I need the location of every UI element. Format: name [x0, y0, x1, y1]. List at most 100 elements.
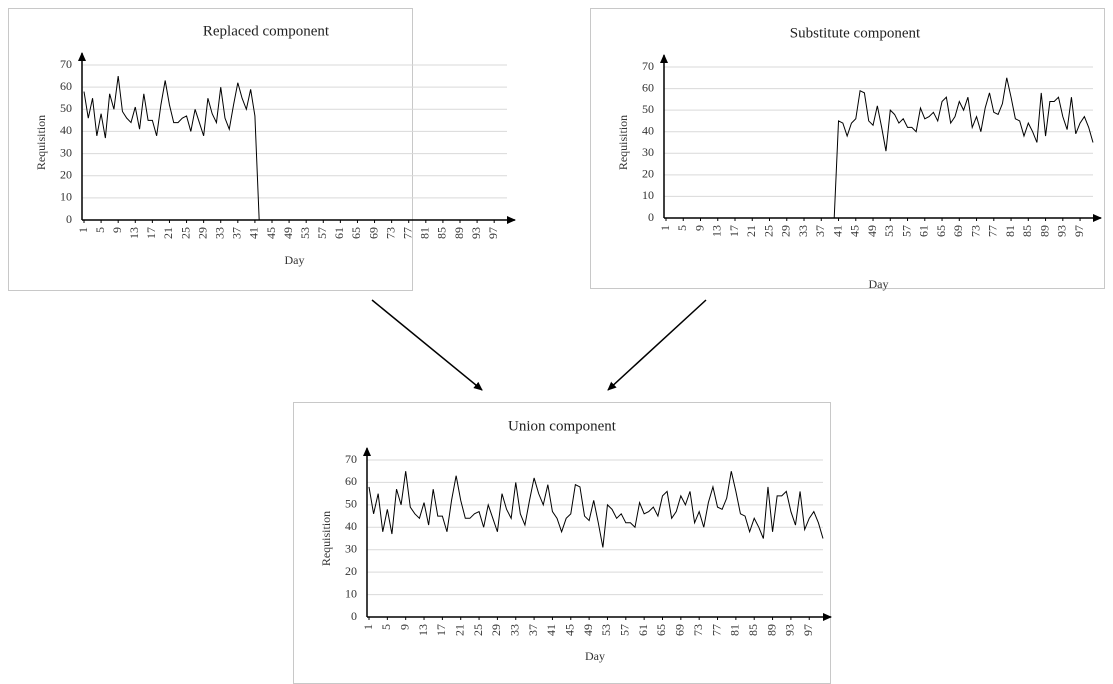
- x-tick-label: 89: [452, 227, 466, 239]
- x-tick-label: 25: [471, 624, 485, 636]
- x-tick-label: 33: [796, 225, 810, 237]
- y-tick-label: 60: [345, 474, 357, 488]
- x-tick-label: 17: [727, 225, 741, 237]
- y-tick-label: 20: [345, 564, 357, 578]
- x-tick-label: 61: [917, 225, 931, 237]
- x-tick-label: 81: [418, 227, 432, 239]
- chart-title: Substitute component: [790, 25, 921, 41]
- x-tick-label: 29: [195, 227, 209, 239]
- x-tick-label: 97: [801, 624, 815, 636]
- x-tick-label: 1: [76, 227, 90, 233]
- x-tick-label: 29: [779, 225, 793, 237]
- y-tick-label: 50: [60, 101, 72, 115]
- x-tick-label: 65: [934, 225, 948, 237]
- x-tick-label: 45: [264, 227, 278, 239]
- y-tick-label: 70: [60, 57, 72, 71]
- x-tick-label: 37: [526, 624, 540, 636]
- x-tick-label: 17: [434, 624, 448, 636]
- y-tick-label: 40: [60, 123, 72, 137]
- x-tick-label: 33: [507, 624, 521, 636]
- panel-box: [590, 8, 1105, 289]
- x-tick-label: 85: [435, 227, 449, 239]
- x-axis-label: Day: [285, 253, 305, 267]
- y-tick-label: 10: [345, 586, 357, 600]
- y-tick-label: 10: [642, 188, 654, 202]
- x-tick-label: 97: [1072, 225, 1086, 237]
- data-line: [83, 76, 507, 221]
- y-tick-label: 70: [642, 59, 654, 73]
- x-axis-label: Day: [869, 277, 889, 291]
- x-tick-label: 33: [212, 227, 226, 239]
- panel-box: [293, 402, 831, 684]
- x-tick-label: 21: [744, 225, 758, 237]
- y-tick-label: 50: [642, 102, 654, 116]
- y-tick-label: 60: [642, 80, 654, 94]
- x-tick-label: 25: [178, 227, 192, 239]
- x-tick-label: 77: [400, 227, 414, 239]
- x-tick-label: 69: [673, 624, 687, 636]
- y-tick-label: 0: [351, 609, 357, 623]
- flow-arrow: [371, 299, 483, 391]
- x-tick-label: 9: [110, 227, 124, 233]
- x-tick-label: 53: [599, 624, 613, 636]
- chart-title: Replaced component: [203, 23, 330, 39]
- x-tick-label: 85: [1020, 225, 1034, 237]
- x-tick-label: 49: [581, 624, 595, 636]
- x-tick-label: 73: [383, 227, 397, 239]
- x-tick-label: 41: [247, 227, 261, 239]
- y-tick-label: 30: [642, 145, 654, 159]
- y-tick-label: 30: [60, 145, 72, 159]
- x-tick-label: 65: [654, 624, 668, 636]
- x-tick-label: 93: [1055, 225, 1069, 237]
- x-tick-label: 57: [618, 624, 632, 636]
- x-tick-label: 85: [746, 624, 760, 636]
- x-tick-label: 69: [951, 225, 965, 237]
- x-tick-label: 13: [127, 227, 141, 239]
- x-tick-label: 89: [764, 624, 778, 636]
- y-tick-label: 0: [66, 212, 72, 226]
- y-axis-label: Requisition: [319, 511, 333, 566]
- x-tick-label: 49: [281, 227, 295, 239]
- x-axis-label: Day: [585, 649, 605, 663]
- x-tick-label: 93: [783, 624, 797, 636]
- x-tick-label: 93: [469, 227, 483, 239]
- y-tick-label: 70: [345, 452, 357, 466]
- x-tick-label: 13: [416, 624, 430, 636]
- x-tick-label: 21: [452, 624, 466, 636]
- x-tick-label: 97: [486, 227, 500, 239]
- x-tick-label: 69: [366, 227, 380, 239]
- data-line: [666, 77, 1094, 219]
- x-tick-label: 73: [691, 624, 705, 636]
- x-tick-label: 57: [899, 225, 913, 237]
- y-tick-label: 20: [642, 167, 654, 181]
- y-tick-label: 20: [60, 167, 72, 181]
- x-tick-label: 45: [563, 624, 577, 636]
- x-tick-label: 65: [349, 227, 363, 239]
- y-tick-label: 10: [60, 190, 72, 204]
- x-tick-label: 41: [544, 624, 558, 636]
- x-tick-label: 89: [1037, 225, 1051, 237]
- chart-title: Union component: [508, 418, 617, 434]
- x-tick-label: 61: [332, 227, 346, 239]
- x-tick-label: 29: [489, 624, 503, 636]
- x-tick-label: 53: [882, 225, 896, 237]
- x-tick-label: 37: [230, 227, 244, 239]
- y-tick-label: 60: [60, 79, 72, 93]
- y-tick-label: 50: [345, 497, 357, 511]
- x-tick-label: 13: [710, 225, 724, 237]
- flow-arrow: [607, 299, 707, 391]
- panel-box: [8, 8, 413, 291]
- x-tick-label: 1: [658, 225, 672, 231]
- y-tick-label: 30: [345, 541, 357, 555]
- x-tick-label: 61: [636, 624, 650, 636]
- x-tick-label: 9: [692, 225, 706, 231]
- data-line: [368, 471, 824, 548]
- x-tick-label: 25: [761, 225, 775, 237]
- x-tick-label: 77: [986, 225, 1000, 237]
- y-tick-label: 40: [642, 123, 654, 137]
- x-tick-label: 77: [709, 624, 723, 636]
- x-tick-label: 81: [728, 624, 742, 636]
- x-tick-label: 53: [298, 227, 312, 239]
- x-tick-label: 41: [830, 225, 844, 237]
